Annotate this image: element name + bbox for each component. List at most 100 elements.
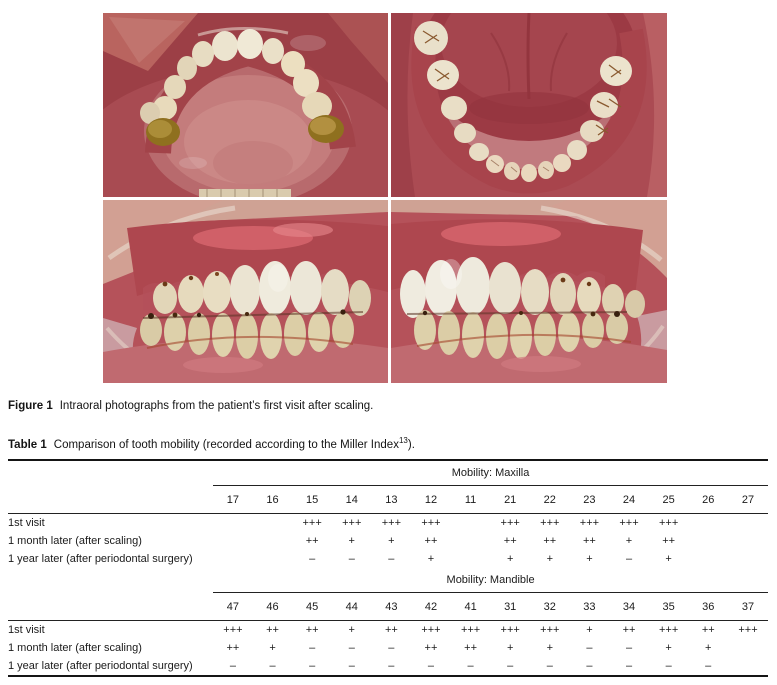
mobility-value: +++ [658,517,679,529]
mobility-value [253,532,293,550]
tooth-number: 23 [569,485,610,514]
row-label: 1st visit [8,624,45,636]
tooth-number: 27 [728,485,768,514]
table-row: 1 month later (after scaling) ++ + – – – ++ ++ +… [8,639,768,657]
tooth-number: 37 [728,592,768,621]
mobility-value: +++ [658,624,679,636]
mobility-value: + [705,642,712,654]
table-caption-tail: ). [407,439,415,451]
mobility-value: +++ [421,624,441,636]
mobility-value [688,532,728,550]
mobility-value: +++ [500,517,520,529]
mobility-value: ++ [503,535,517,547]
photo-left-lateral [391,200,667,383]
mobility-value: +++ [460,624,481,636]
section-header: Mobility: Mandible [213,568,768,593]
mobility-value: +++ [540,517,560,529]
tooth-number: 26 [688,485,729,514]
table-row: 1 year later (after periodontal surgery)… [8,550,768,568]
tooth-number: 12 [411,485,451,514]
mobility-value: + [546,553,554,565]
mobility-value: – [586,660,593,672]
tooth-number: 36 [688,592,729,621]
tooth-number: 41 [450,592,491,621]
mobility-value: – [665,660,672,672]
tooth-number: 46 [252,592,293,621]
tooth-number: 14 [331,485,372,514]
maxillary-occlusal-illustration [103,13,388,197]
mobility-value: + [348,624,355,636]
mobility-table: Mobility: Maxilla 17 16 15 14 13 12 11 21 22 23 24 2… [8,459,768,677]
mobility-value: ++ [662,535,676,547]
tooth-number: 33 [569,592,610,621]
mobility-value: – [348,642,355,654]
section-header-row: Mobility: Maxilla [8,460,768,486]
mobility-value: ++ [582,535,596,547]
tooth-number: 47 [213,592,253,621]
tooth-number: 31 [490,592,530,621]
mobility-value [688,514,728,533]
mobility-value: + [427,553,435,565]
mobility-value: – [625,642,633,654]
tooth-number: 44 [331,592,372,621]
table-caption-reference: 13 [398,436,408,446]
mobility-value: – [625,660,633,672]
section-header-row: Mobility: Mandible [8,568,768,593]
mobility-value: ++ [384,624,398,636]
mobility-value: +++ [342,517,362,529]
mobility-value [728,657,768,676]
mobility-value: – [269,660,276,672]
table-row: 1 year later (after periodontal surgery)… [8,657,768,676]
section-header-spacer [8,460,213,486]
mobility-value: + [269,642,276,654]
mobility-value: – [229,660,236,672]
mobility-value: +++ [223,624,243,636]
mobility-value: ++ [701,624,715,636]
mobility-value: ++ [305,624,319,636]
mobility-value [728,514,768,533]
mobility-value: +++ [381,517,401,529]
tooth-row-spacer [8,485,214,514]
mobility-value: ++ [424,642,438,654]
mobility-value: + [665,642,672,654]
photo-maxillary-occlusal [103,13,388,197]
table-caption-label: Table 1 [8,439,47,451]
tooth-number: 17 [213,485,253,514]
tooth-number: 11 [450,485,491,514]
mobility-value: ++ [266,624,279,636]
mobility-value: + [665,553,672,565]
tooth-number: 45 [292,592,332,621]
mobility-value: – [388,642,395,654]
tooth-number: 42 [411,592,451,621]
tooth-number: 25 [648,485,689,514]
mobility-value: – [309,642,316,654]
mobility-value [213,514,253,533]
mobility-value: ++ [464,642,478,654]
mobility-value: – [705,660,712,672]
mobility-value [728,639,768,657]
row-label: 1 year later (after periodontal surgery) [8,553,193,565]
mobility-value: +++ [500,624,520,636]
photo-right-lateral [103,200,388,383]
mobility-value [253,550,293,568]
mobility-value: – [427,660,435,672]
tooth-number: 35 [648,592,689,621]
section-header-spacer [8,568,213,593]
mobility-value [688,550,728,568]
tooth-number: 22 [530,485,570,514]
mobility-value: +++ [421,517,441,529]
mobility-value: – [586,642,593,654]
mobility-value: – [625,553,633,565]
tooth-number: 32 [530,592,570,621]
figure1-photo-grid [103,13,667,383]
tooth-number: 43 [371,592,412,621]
mobility-value: +++ [302,517,322,529]
mobility-value: – [348,660,355,672]
mobility-value: – [546,660,553,672]
mobility-value: – [507,660,514,672]
table-row: 1 month later (after scaling) ++ + + ++ ++ ++ +… [8,532,768,550]
row-label: 1 month later (after scaling) [8,535,142,547]
tooth-number-row: 47 46 45 44 43 42 41 31 32 33 34 35 36 37 [8,592,768,621]
mobility-value: – [467,660,474,672]
